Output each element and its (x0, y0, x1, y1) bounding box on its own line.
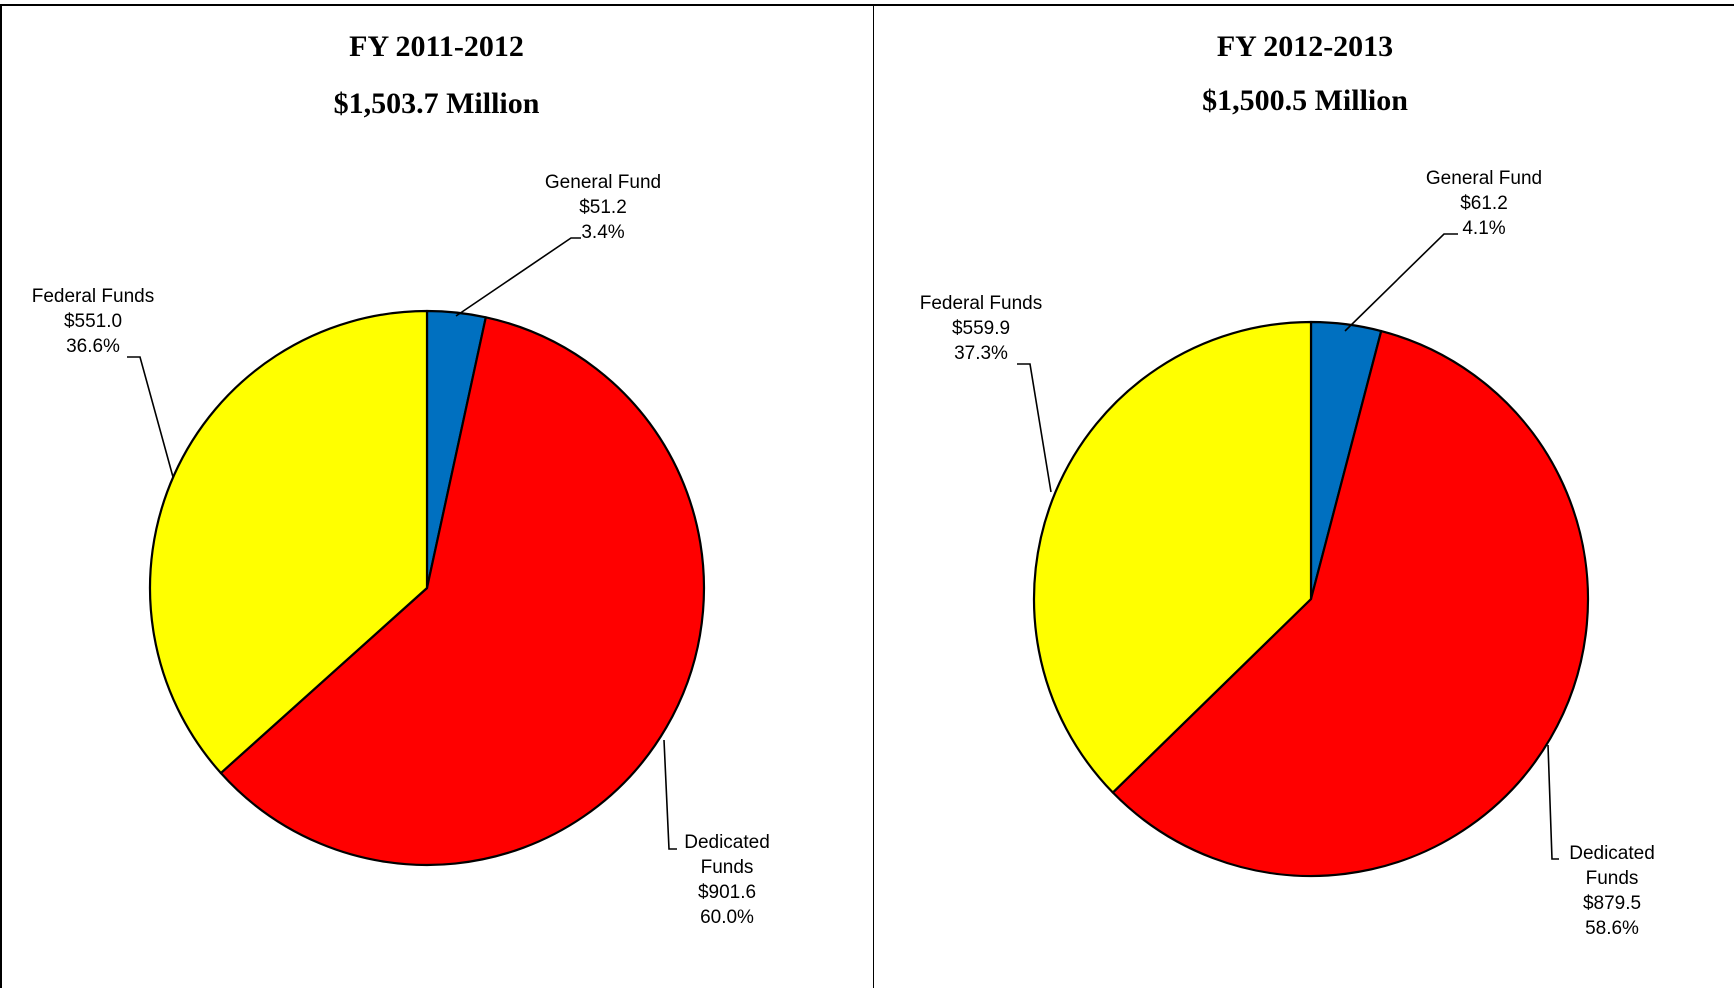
pie-slice-federal-funds (1032, 320, 1313, 794)
slice-label-percent: 58.6% (1585, 918, 1639, 939)
leader-line (455, 237, 581, 317)
pie-chart: General Fund $61.2 4.1% Dedicated Funds $879.… (920, 168, 1655, 939)
slice-label-percent: 3.4% (581, 222, 624, 243)
panel-divider (873, 4, 874, 988)
slice-label-value: $51.2 (579, 197, 627, 218)
slice-label-name: General Fund (545, 172, 661, 193)
slice-label-percent: 37.3% (954, 343, 1008, 364)
chart-panel-fy2011-2012: FY 2011-2012 $1,503.7 Million General Fu… (32, 30, 770, 929)
chart-subtitle: $1,503.7 Million (333, 87, 540, 120)
leader-line (663, 739, 677, 850)
pie-slice-dedicated-funds (1111, 329, 1590, 878)
leader-line (1344, 233, 1458, 332)
chart-frame (0, 4, 1734, 988)
leader-line (1017, 363, 1052, 493)
slice-label-name: Federal Funds (920, 293, 1043, 314)
leader-line (127, 356, 174, 478)
chart-title: FY 2011-2012 (349, 30, 524, 63)
pie-slice-federal-funds (148, 309, 429, 775)
slice-label-name: Funds (1586, 868, 1639, 889)
pie-chart: General Fund $51.2 3.4% Dedicated Funds $901.… (32, 172, 770, 928)
slice-label-name: General Fund (1426, 168, 1542, 189)
slice-label-value: $879.5 (1583, 893, 1641, 914)
slice-label-percent: 36.6% (66, 336, 120, 357)
pie-slice-dedicated-funds (219, 316, 706, 867)
slice-label-value: $901.6 (698, 882, 756, 903)
slice-label-value: $551.0 (64, 311, 122, 332)
slice-label-percent: 60.0% (700, 907, 754, 928)
slice-label-value: $61.2 (1460, 193, 1508, 214)
slice-label-name: Dedicated (1569, 843, 1655, 864)
chart-panel-fy2012-2013: FY 2012-2013 $1,500.5 Million General Fu… (874, 0, 1736, 988)
slice-label-name: Funds (701, 857, 754, 878)
slice-label-name: Federal Funds (32, 286, 155, 307)
slice-label-percent: 4.1% (1462, 218, 1505, 239)
leader-line (1547, 744, 1559, 860)
slice-label-name: Dedicated (684, 832, 770, 853)
chart-title: FY 2012-2013 (1216, 30, 1394, 63)
chart-subtitle: $1,500.5 Million (1202, 84, 1408, 117)
slice-label-value: $559.9 (952, 318, 1010, 339)
